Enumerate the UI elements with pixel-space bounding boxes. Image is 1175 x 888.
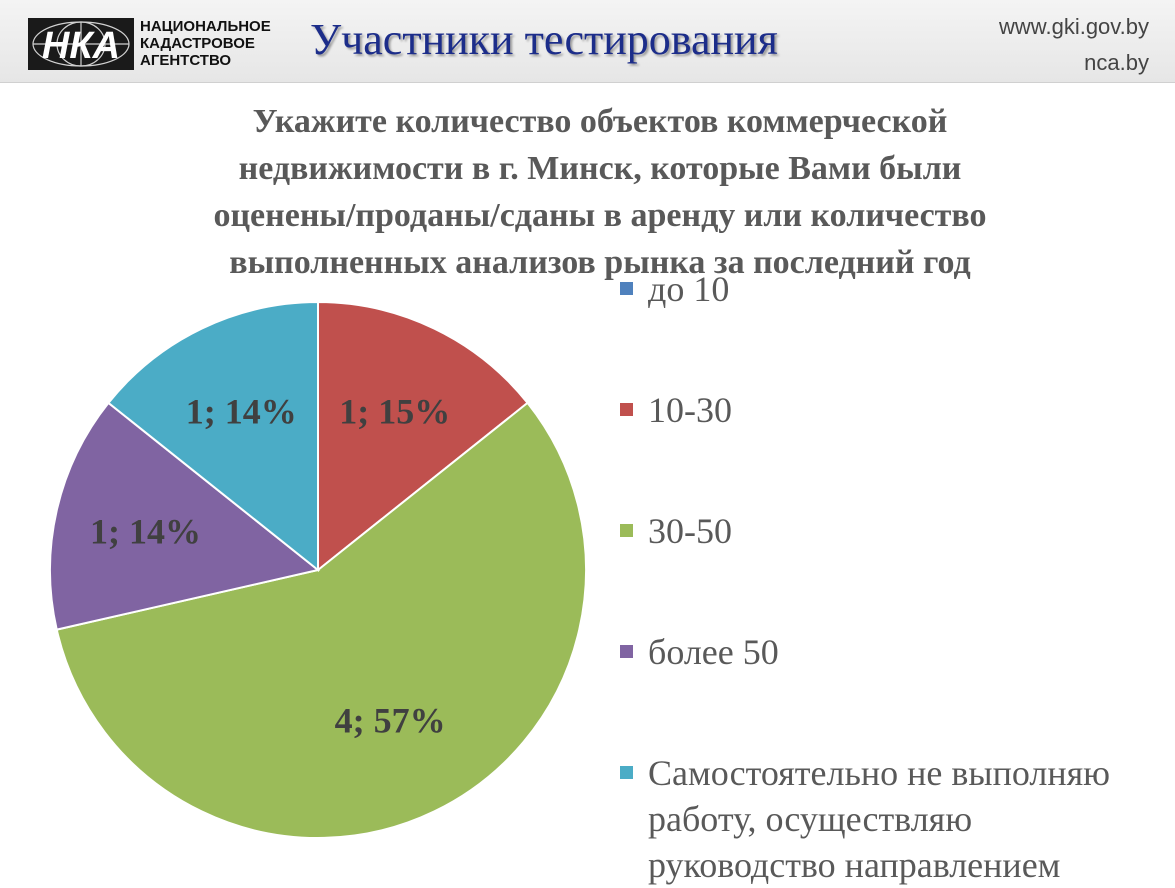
org-line-1: НАЦИОНАЛЬНОЕ (140, 18, 271, 35)
pie-data-label-2: 1; 15% (339, 392, 450, 432)
legend-label-5-line-3: руководство направлением (648, 845, 1061, 885)
legend-swatch-2 (620, 403, 633, 416)
legend-label-1: до 10 (648, 269, 730, 309)
pie-data-label-4: 1; 14% (90, 512, 201, 552)
legend-label-3: 30-50 (648, 511, 732, 551)
nca-logo: НКА (28, 18, 134, 70)
website-url: www.gki.gov.by (999, 14, 1149, 39)
chart-title-line-2: недвижимости в г. Минск, которые Вами бы… (238, 150, 962, 187)
chart-title-line-3: оценены/проданы/сданы в аренду или колич… (213, 197, 987, 234)
pie-data-label-5: 1; 14% (186, 392, 297, 432)
legend-swatch-1 (620, 282, 633, 295)
pie-slice-2 (317, 300, 529, 573)
pie-data-label-3: 4; 57% (335, 701, 446, 741)
org-line-3: АГЕНТСТВО (140, 52, 232, 69)
slide-title: Участники тестирования (310, 15, 778, 64)
pie-slice-4 (49, 401, 321, 631)
legend-swatch-3 (620, 524, 633, 537)
website-url-secondary: nca.by (1084, 50, 1149, 75)
legend-label-4: более 50 (648, 632, 779, 672)
pie-slice-3 (55, 401, 587, 839)
legend-swatch-5 (620, 766, 633, 779)
legend-label-5-line-1: Самостоятельно не выполняю (648, 753, 1111, 793)
legend-label-5-line-2: работу, осуществляю (648, 799, 973, 839)
legend-swatch-4 (620, 645, 633, 658)
slide-header: НКА НАЦИОНАЛЬНОЕ КАДАСТРОВОЕ АГЕНТСТВО У… (0, 0, 1175, 83)
organization-name: НАЦИОНАЛЬНОЕ КАДАСТРОВОЕ АГЕНТСТВО (140, 18, 271, 69)
chart-title: Укажите количество объектов коммерческой… (130, 98, 1070, 286)
chart-title-line-4: выполненных анализов рынка за последний … (229, 244, 971, 281)
logo-text: НКА (42, 25, 120, 67)
legend-label-2: 10-30 (648, 390, 732, 430)
org-line-2: КАДАСТРОВОЕ (140, 35, 255, 52)
pie-slice-5 (107, 300, 319, 573)
chart-title-line-1: Укажите количество объектов коммерческой (252, 103, 948, 140)
